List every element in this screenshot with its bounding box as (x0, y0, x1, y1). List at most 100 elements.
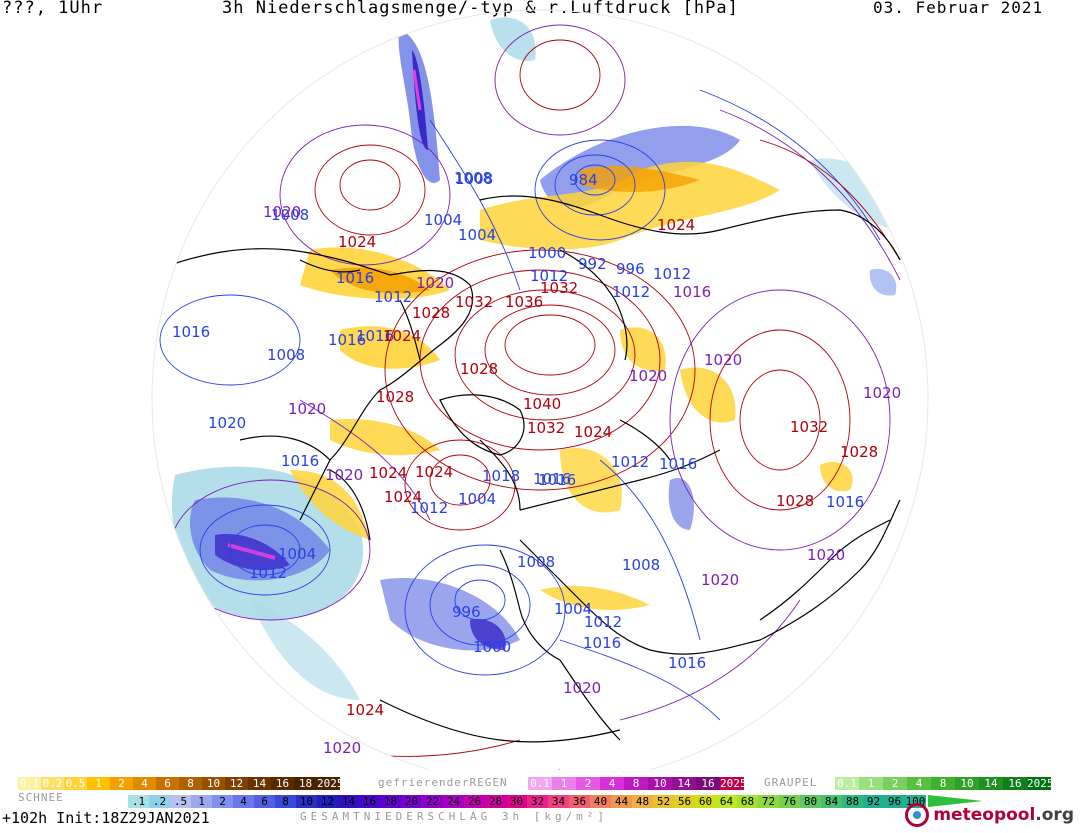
isobar-label: 1020 (325, 466, 363, 484)
legend-swatch: 92 (863, 795, 884, 808)
legend-swatch: 1 (859, 777, 883, 790)
isobar-label: 1024 (369, 464, 407, 482)
isobar-label: 1016 (659, 455, 697, 473)
isobar-label: 996 (452, 603, 481, 621)
legend-swatch: 0.1 (528, 777, 552, 790)
legend-swatch: 56 (674, 795, 695, 808)
isobar-label: 1024 (346, 701, 384, 719)
legend-snow: 0.10.20.51246810121416182025+ (18, 777, 340, 790)
isobar-label: 1004 (458, 226, 496, 244)
isobar-label: 1012 (584, 613, 622, 631)
isobar-label: 1016 (826, 493, 864, 511)
legend-swatch: 12 (317, 795, 338, 808)
legend-swatch: 36 (569, 795, 590, 808)
isobar-label: 1036 (505, 293, 543, 311)
legend-swatch: 14 (672, 777, 696, 790)
isobar-label: 1040 (523, 395, 561, 413)
isobar-label: 1024 (574, 423, 612, 441)
legend-swatch: .2 (149, 795, 170, 808)
legend-freezing-title: gefrierenderREGEN (378, 776, 508, 789)
legend-total-precipitation: .1.2.5 1 2 4 6 8 10 12 14 16 18 20 22 24 26 28 30 32 34 36 4… (128, 795, 926, 808)
isobar-label: 1004 (424, 211, 462, 229)
isobar-label: 1000 (528, 244, 566, 262)
isobar-label: 1028 (412, 304, 450, 322)
isobar-layer (159, 24, 901, 770)
isobar-label: 1016 (673, 283, 711, 301)
legend-swatch: 22 (422, 795, 443, 808)
legend-total-title: GESAMTNIEDERSCHLAG 3h [kg/m²] (300, 810, 609, 823)
legend-swatch: 8 (275, 795, 296, 808)
legend-swatch: 64 (716, 795, 737, 808)
legend-swatch: 16 (696, 777, 720, 790)
legend-swatch: 6 (156, 777, 179, 790)
isobar-label: 1032 (790, 418, 828, 436)
legend-swatch: 2 (212, 795, 233, 808)
isobar-label: 1020 (288, 400, 326, 418)
isobar-label: 1020 (701, 571, 739, 589)
isobar-label: 1012 (410, 499, 448, 517)
isobar-label: 1032 (455, 293, 493, 311)
isobar-label: 1016 (356, 327, 394, 345)
isobar-label: 1016 (538, 471, 576, 489)
legend-swatch: 52 (653, 795, 674, 808)
legend-swatch: 0.1 (18, 777, 41, 790)
isobar-label: 1008 (271, 206, 309, 224)
legend-swatch: 2025+ (720, 777, 744, 790)
isobar-label: 1016 (336, 269, 374, 287)
isobar-label: 1020 (807, 546, 845, 564)
legend-swatch: 8 (931, 777, 955, 790)
isobar-label: 1020 (323, 739, 361, 757)
legend-swatch: 40 (590, 795, 611, 808)
legend-swatch: 18 (380, 795, 401, 808)
legend-swatch: 60 (695, 795, 716, 808)
isobar-label: 1016 (583, 634, 621, 652)
legend-swatch: 10 (296, 795, 317, 808)
legend-swatch: 8 (179, 777, 202, 790)
isobar-label: 1012 (530, 267, 568, 285)
legend-swatch: 30 (506, 795, 527, 808)
brand-text-pool: pool (993, 805, 1036, 825)
isobar-label: 1012 (612, 283, 650, 301)
isobar-label: 1004 (554, 600, 592, 618)
isobar-label: 1012 (611, 453, 649, 471)
isobar-label: 1000 (473, 638, 511, 656)
isobar-label: 1024 (384, 488, 422, 506)
legend-swatch: 0.5 (64, 777, 87, 790)
legend-swatch: 1 (87, 777, 110, 790)
isobar-label: 1008 (455, 170, 493, 188)
isobar-label: 1012 (653, 265, 691, 283)
isobar-label: 1032 (527, 419, 565, 437)
isobar-label: 1016 (328, 331, 366, 349)
isobar-label: 1018 (482, 467, 520, 485)
legend-swatch: 44 (611, 795, 632, 808)
legend-swatch: 2 (576, 777, 600, 790)
isobar-label: 1008 (454, 169, 492, 187)
legend-swatch: 4 (233, 795, 254, 808)
legend-swatch: 32 (527, 795, 548, 808)
isobar-label-layer: 1016102010241028100898410201008100410041… (172, 169, 901, 757)
legend-swatch: 4 (133, 777, 156, 790)
isobar-label: 1020 (704, 351, 742, 369)
meteopool-logo-icon (905, 803, 930, 827)
legend-swatch: 96 (884, 795, 905, 808)
legend-swatch: 34 (548, 795, 569, 808)
brand-text-org: .org (1035, 805, 1074, 825)
isobar-label: 1028 (840, 443, 878, 461)
legend-swatch: 0.2 (41, 777, 64, 790)
isobar-label: 1008 (517, 553, 555, 571)
legend-swatch: 14 (248, 777, 271, 790)
legend-swatch: 1 (191, 795, 212, 808)
legend-swatch: 4 (600, 777, 624, 790)
forecast-date: 03. Februar 2021 (873, 0, 1044, 17)
isobar-label: 1020 (263, 203, 301, 221)
model-run-info: +102h Init:18Z29JAN2021 (2, 809, 210, 827)
isobar-label: 1016 (281, 452, 319, 470)
isobar-label: 1008 (622, 556, 660, 574)
legend-swatch: .1 (128, 795, 149, 808)
isobar-label: 1020 (416, 274, 454, 292)
map-header-left: ???, 1Uhr (2, 0, 104, 18)
precipitation-pressure-map: 1016102010241028100898410201008100410041… (151, 9, 929, 770)
legend-swatch: 16 (271, 777, 294, 790)
